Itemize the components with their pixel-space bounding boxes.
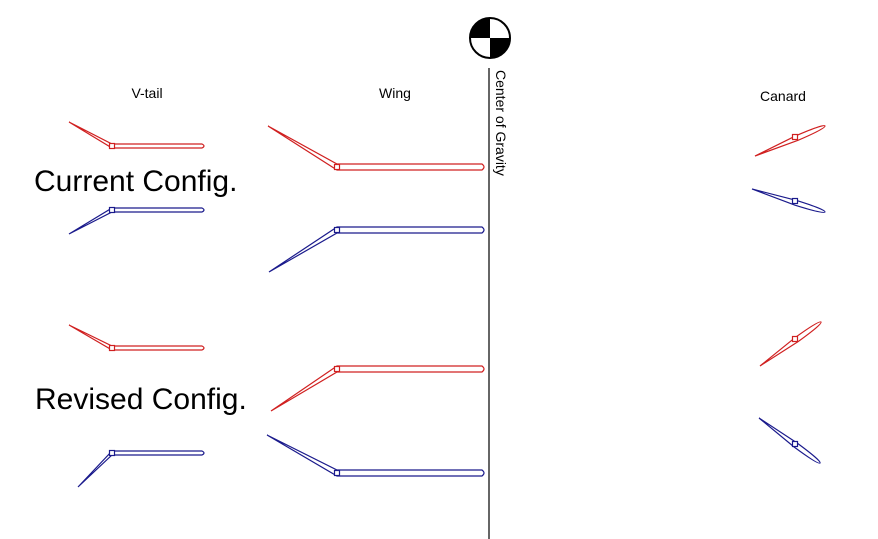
canard-surface [759,321,822,367]
surface [68,324,205,351]
hinge [108,142,116,150]
hinge [791,197,799,205]
vtail-label: V-tail [131,85,162,101]
canard-surface [754,125,826,157]
hinge [791,335,799,343]
hinge [333,226,341,234]
surface [77,450,205,488]
canard-surface [758,417,821,464]
surface [68,121,205,149]
hinge [791,133,799,141]
hinge [333,365,341,373]
surface [267,125,485,171]
hinge [108,206,116,214]
hinge [791,440,799,448]
cg-quadrant [490,38,510,58]
hinge [108,344,116,352]
surface [266,434,485,477]
hinge [108,449,116,457]
cg-symbol [469,17,511,59]
surface [268,226,485,273]
canard-label: Canard [760,88,806,104]
canard-surface [751,188,826,214]
hinge [333,163,341,171]
cg-quadrant [470,18,490,38]
config-label: Revised Config. [35,383,247,416]
surface [68,207,205,235]
config-label: Current Config. [34,165,237,198]
hinge [333,469,341,477]
wing-label: Wing [379,85,411,101]
surface [270,365,485,412]
cg-label: Center of Gravity [493,70,509,176]
